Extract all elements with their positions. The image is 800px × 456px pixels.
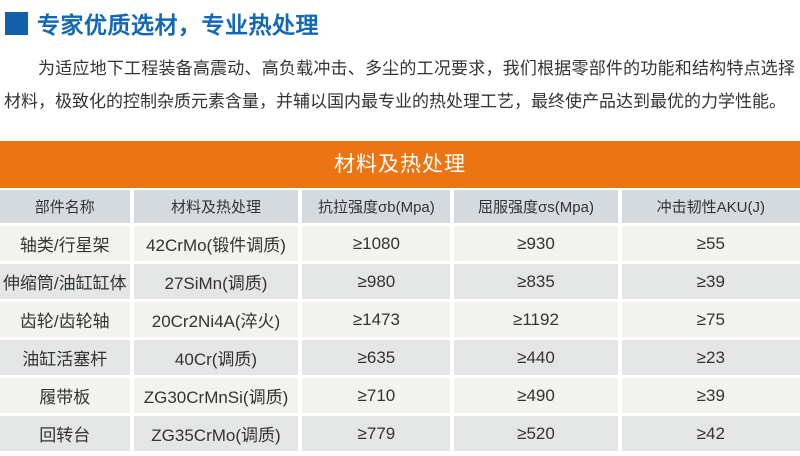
table-cell: ≥1192 — [454, 299, 622, 337]
table-cell: ≥490 — [454, 375, 622, 413]
column-header-material: 材料及热处理 — [133, 188, 303, 223]
table-cell: ≥39 — [621, 261, 800, 299]
table-cell: ≥520 — [454, 413, 622, 451]
table-cell: ≥835 — [454, 261, 622, 299]
table-cell: 油缸活塞杆 — [0, 337, 134, 375]
table-cell: ≥55 — [621, 223, 800, 261]
table-cell: 回转台 — [0, 413, 134, 451]
table-cell: ≥710 — [302, 375, 455, 413]
table-cell: ≥440 — [454, 337, 622, 375]
table-row: 油缸活塞杆 40Cr(调质) ≥635 ≥440 ≥23 — [0, 337, 800, 375]
table-cell: 履带板 — [0, 375, 134, 413]
section-header: 专家优质选材，专业热处理 — [0, 0, 800, 38]
column-header-yield-strength: 屈服强度σs(Mpa) — [454, 188, 622, 223]
table-cell: 42CrMo(锻件调质) — [133, 223, 303, 261]
materials-table: 部件名称 材料及热处理 抗拉强度σb(Mpa) 屈服强度σs(Mpa) 冲击韧性… — [0, 188, 800, 451]
table-cell: ≥75 — [621, 299, 800, 337]
intro-paragraph: 为适应地下工程装备高震动、高负载冲击、多尘的工况要求，我们根据零部件的功能和结构… — [4, 59, 795, 111]
blue-square-marker-icon — [5, 11, 28, 35]
table-cell: ≥1080 — [302, 223, 455, 261]
table-row: 履带板 ZG30CrMnSi(调质) ≥710 ≥490 ≥39 — [0, 375, 800, 413]
table-cell: 20Cr2Ni4A(淬火) — [133, 299, 303, 337]
table-cell: ≥980 — [302, 261, 455, 299]
table-cell: ZG30CrMnSi(调质) — [133, 375, 303, 413]
table-row: 齿轮/齿轮轴 20Cr2Ni4A(淬火) ≥1473 ≥1192 ≥75 — [0, 299, 800, 337]
column-header-tensile-strength: 抗拉强度σb(Mpa) — [302, 188, 455, 223]
table-cell: 27SiMn(调质) — [133, 261, 303, 299]
table-cell: 伸缩筒/油缸缸体 — [0, 261, 134, 299]
column-header-impact-toughness: 冲击韧性AKU(J) — [621, 188, 800, 223]
table-cell: ≥39 — [621, 375, 800, 413]
table-cell: ZG35CrMo(调质) — [133, 413, 303, 451]
table-cell: ≥23 — [621, 337, 800, 375]
column-header-part-name: 部件名称 — [0, 188, 134, 223]
table-cell: ≥779 — [302, 413, 455, 451]
table-cell: 40Cr(调质) — [133, 337, 303, 375]
table-cell: ≥1473 — [302, 299, 455, 337]
table-row: 回转台 ZG35CrMo(调质) ≥779 ≥520 ≥42 — [0, 413, 800, 451]
table-row: 轴类/行星架 42CrMo(锻件调质) ≥1080 ≥930 ≥55 — [0, 223, 800, 261]
table-cell: ≥42 — [621, 413, 800, 451]
table-cell: ≥930 — [454, 223, 622, 261]
table-cell: 轴类/行星架 — [0, 223, 134, 261]
table-cell: 齿轮/齿轮轴 — [0, 299, 134, 337]
table-row: 伸缩筒/油缸缸体 27SiMn(调质) ≥980 ≥835 ≥39 — [0, 261, 800, 299]
table-banner-title: 材料及热处理 — [0, 141, 800, 188]
table-header-row: 部件名称 材料及热处理 抗拉强度σb(Mpa) 屈服强度σs(Mpa) 冲击韧性… — [0, 188, 800, 223]
section-title: 专家优质选材，专业热处理 — [37, 12, 319, 38]
table-cell: ≥635 — [302, 337, 455, 375]
